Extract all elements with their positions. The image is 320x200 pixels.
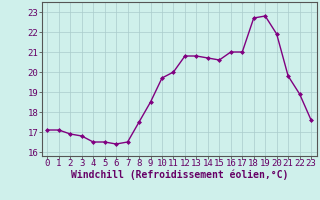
X-axis label: Windchill (Refroidissement éolien,°C): Windchill (Refroidissement éolien,°C) xyxy=(70,170,288,180)
